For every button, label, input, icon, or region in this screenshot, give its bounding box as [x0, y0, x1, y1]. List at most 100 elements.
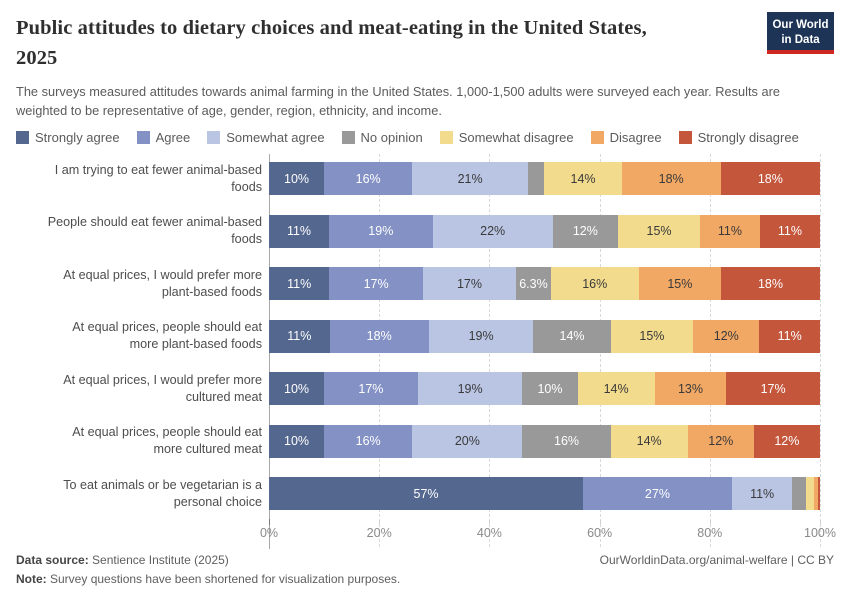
chart-row: At equal prices, people should eat more … [16, 310, 834, 363]
stacked-bar: 10% 16% 20% 16% 14% 12% 12% [269, 424, 820, 458]
stacked-bar: 11% 18% 19% 14% 15% 12% 11% [269, 319, 820, 353]
stacked-bar-chart: I am trying to eat fewer animal-based fo… [16, 152, 836, 549]
legend-swatch-somewhat_agree [207, 130, 221, 144]
bar-segment-agree: 17% [324, 372, 418, 406]
legend-swatch-disagree [590, 130, 604, 144]
bar-segment-disagree: 12% [687, 424, 754, 458]
legend-swatch-strongly_agree [16, 130, 29, 144]
bar-segment-agree: 16% [324, 162, 413, 196]
bar-segment-somewhat_agree: 20% [412, 424, 523, 458]
bar-segment-no_opinion: 16% [522, 424, 611, 458]
bar-segment-somewhat_agree: 22% [432, 214, 553, 248]
bar-segment-strongly_disagree: 18% [720, 162, 820, 196]
gridline-100 [820, 154, 821, 547]
bar-segment-agree: 18% [329, 319, 429, 353]
bar-segment-somewhat_agree: 19% [417, 372, 523, 406]
legend-label: Disagree [609, 129, 662, 145]
legend-item-strongly_agree: Strongly agree [16, 130, 120, 145]
bar-segment-somewhat_disagree: 14% [610, 424, 688, 458]
attribution: OurWorldinData.org/animal-welfare | CC B… [600, 551, 834, 570]
bar-segment-strongly_disagree: 11% [759, 214, 820, 248]
bar-segment-strongly_agree: 11% [269, 214, 329, 248]
data-source-value: Sentience Institute (2025) [88, 552, 229, 567]
bar-segment-somewhat_disagree: 14% [544, 162, 622, 196]
row-label: To eat animals or be vegetarian is a per… [63, 477, 262, 509]
data-source-label: Data source: [16, 552, 89, 567]
bar-segment-no_opinion [792, 477, 806, 511]
axis-label-100: 100% [804, 525, 836, 540]
bar-segment-strongly_disagree: 11% [759, 319, 820, 353]
data-source: Data source: Sentience Institute (2025) [16, 551, 229, 570]
bar-segment-strongly_agree: 11% [269, 319, 330, 353]
bar-segment-disagree: 13% [654, 372, 727, 406]
legend-label: Somewhat agree [226, 129, 325, 145]
legend: Strongly agree Agree Somewhat agree No opin… [16, 128, 834, 146]
chart-subtitle: The surveys measured attitudes towards a… [16, 84, 780, 119]
legend-label: Somewhat disagree [458, 129, 574, 145]
bar-segment-agree: 19% [329, 214, 433, 248]
bar-segment-disagree [814, 477, 818, 511]
bar-segment-agree: 27% [583, 477, 732, 511]
row-label: At equal prices, I would prefer more pla… [63, 267, 262, 299]
owid-url-link[interactable]: OurWorldinData.org/animal-welfare [599, 552, 788, 567]
axis-label-80: 80% [697, 525, 723, 540]
legend-item-somewhat_disagree: Somewhat disagree [439, 129, 574, 145]
axis-tick-20 [379, 519, 381, 524]
row-label: At equal prices, people should eat more … [72, 320, 262, 352]
axis-tick-100 [820, 519, 821, 524]
bar-segment-strongly_agree: 57% [269, 477, 584, 511]
bar-segment-strongly_disagree: 18% [721, 267, 820, 301]
row-label: People should eat fewer animal-based foo… [47, 215, 262, 247]
stacked-bar: 10% 16% 21% 14% 18% 18% [269, 162, 820, 196]
stacked-bar: 11% 19% 22% 12% 15% 11% 11% [269, 214, 820, 248]
axis-label-20: 20% [366, 525, 392, 540]
footnote-value: Survey questions have been shortened for… [46, 572, 401, 586]
legend-label: Strongly disagree [697, 129, 799, 145]
bar-segment-no_opinion: 10% [522, 372, 578, 406]
bar-segment-no_opinion [527, 162, 545, 196]
license-text: | CC BY [787, 552, 834, 567]
chart-row: At equal prices, I would prefer more pla… [16, 257, 834, 310]
legend-item-strongly_disagree: Strongly disagree [678, 129, 799, 145]
chart-row: At equal prices, people should eat more … [16, 415, 834, 468]
legend-label: Agree [155, 129, 191, 145]
bar-segment-somewhat_agree: 19% [428, 319, 534, 353]
stacked-bar: 57% 27% 11% [269, 477, 820, 511]
bar-segment-strongly_agree: 10% [269, 162, 325, 196]
row-label: At equal prices, people should eat more … [72, 425, 262, 457]
axis-tick-40 [489, 519, 491, 524]
legend-label: Strongly agree [35, 129, 120, 145]
chart-row: People should eat fewer animal-based foo… [16, 205, 834, 258]
axis-label-60: 60% [587, 525, 613, 540]
page-title: Public attitudes to dietary choices and … [16, 17, 647, 69]
bar-segment-no_opinion: 14% [533, 319, 611, 353]
axis-tick-0 [269, 518, 270, 525]
footnote-label: Note: [16, 572, 47, 586]
chart-row: To eat animals or be vegetarian is a per… [16, 467, 834, 520]
legend-swatch-somewhat_disagree [439, 130, 453, 144]
owid-logo-line2: in Data [781, 33, 820, 46]
bar-segment-somewhat_agree: 21% [412, 162, 528, 196]
chart-footer: Data source: Sentience Institute (2025) … [16, 551, 834, 589]
legend-item-no_opinion: No opinion [341, 129, 423, 145]
owid-logo[interactable]: Our World in Data [767, 12, 834, 54]
bar-segment-somewhat_agree: 17% [422, 267, 517, 301]
axis-tick-80 [709, 519, 711, 524]
bar-segment-strongly_disagree: 17% [726, 372, 820, 406]
bar-segment-disagree: 15% [638, 267, 722, 301]
axis-tick-60 [599, 519, 601, 524]
bar-segment-no_opinion: 12% [552, 214, 619, 248]
bar-segment-somewhat_disagree: 15% [618, 214, 700, 248]
bar-segment-somewhat_agree: 11% [731, 477, 793, 511]
stacked-bar: 10% 17% 19% 10% 14% 13% 17% [269, 372, 820, 406]
legend-swatch-strongly_disagree [678, 130, 692, 144]
bar-segment-strongly_agree: 10% [269, 424, 325, 458]
legend-label: No opinion [360, 129, 423, 145]
legend-swatch-no_opinion [341, 130, 355, 144]
bar-segment-disagree: 18% [621, 162, 721, 196]
bar-segment-somewhat_disagree: 14% [577, 372, 655, 406]
bar-segment-strongly_disagree [817, 477, 820, 511]
chart-row: At equal prices, I would prefer more cul… [16, 362, 834, 415]
bar-segment-strongly_agree: 11% [269, 267, 330, 301]
owid-logo-line1: Our World [772, 19, 829, 31]
